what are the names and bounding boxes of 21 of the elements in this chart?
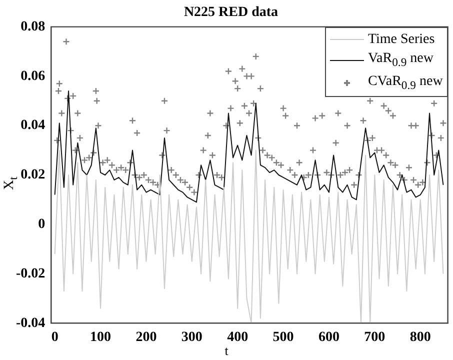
x-tick-label: 400 xyxy=(227,330,248,346)
y-tick-label: 0 xyxy=(38,217,46,232)
x-tick-label: 100 xyxy=(90,330,112,346)
x-tick-label: 200 xyxy=(136,330,157,346)
x-tick-label: 500 xyxy=(272,330,294,346)
x-tick-label: 300 xyxy=(181,330,202,346)
legend-label: VaR$_{0.9}$ new xyxy=(368,50,434,71)
x-tick-label: 600 xyxy=(318,330,340,346)
x-tick-label: 800 xyxy=(410,330,431,346)
x-tick-label: 0 xyxy=(51,330,58,346)
legend-label: CVaR$_{0.9}$ new xyxy=(368,72,443,94)
x-tick-label: 700 xyxy=(364,330,386,346)
y-tick-label: 0.06 xyxy=(20,68,46,84)
x-axis-title: t xyxy=(224,343,228,358)
y-tick-label: 0.04 xyxy=(20,118,46,134)
legend-label: Time Series xyxy=(368,30,435,49)
chart-title: N225 RED data xyxy=(184,5,278,20)
y-tick-label: -0.04 xyxy=(16,316,46,331)
y-tick-label: 0.08 xyxy=(20,19,46,34)
y-tick-label: 0.02 xyxy=(20,168,46,183)
y-tick-label: -0.02 xyxy=(16,266,46,282)
